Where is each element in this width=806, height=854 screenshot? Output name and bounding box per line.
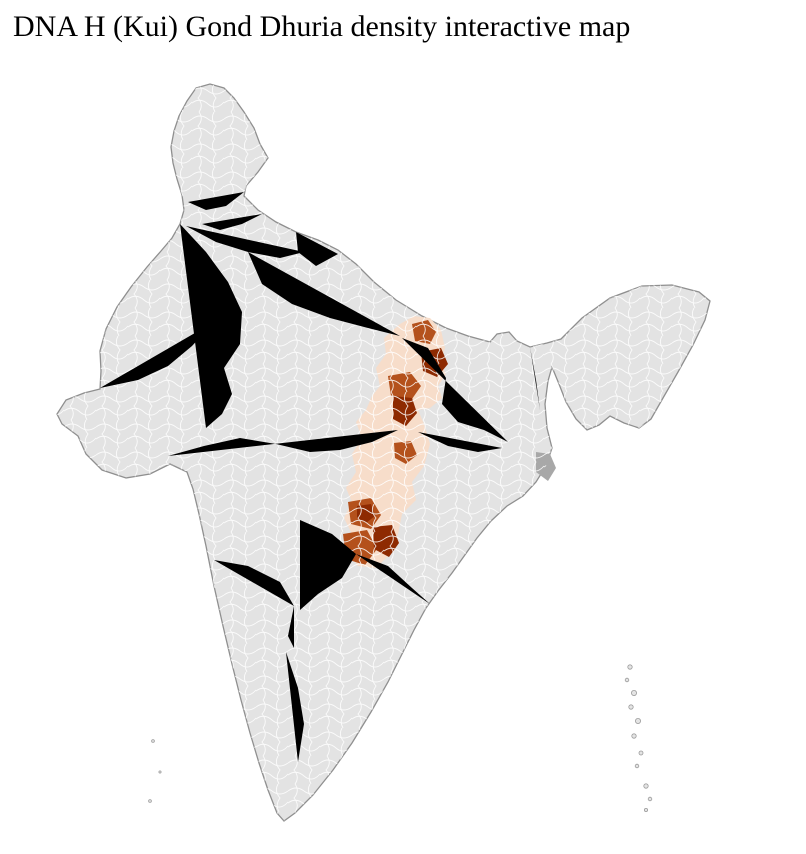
island-dot xyxy=(647,796,653,802)
island-dot xyxy=(628,704,634,710)
island-dot xyxy=(638,750,644,756)
island-dot xyxy=(644,808,649,813)
district-boundaries-mesh xyxy=(57,84,710,821)
island-dot xyxy=(624,677,630,683)
island-dot xyxy=(643,783,649,789)
island-dot xyxy=(631,733,637,739)
island-dot xyxy=(627,664,633,670)
state-border-line xyxy=(214,560,294,606)
state-border-line xyxy=(300,520,356,610)
island-dot xyxy=(631,690,638,697)
state-border-line xyxy=(286,652,304,762)
state-border-line xyxy=(186,226,304,258)
island-dot xyxy=(634,763,640,769)
state-border-line xyxy=(168,430,398,456)
state-border-line xyxy=(530,347,540,410)
state-border-line xyxy=(188,192,244,210)
island-dot xyxy=(635,718,642,725)
state-border-line xyxy=(418,432,502,452)
lakshadweep-islets xyxy=(148,739,162,803)
islet-dot xyxy=(148,799,152,803)
islet-dot xyxy=(158,770,162,774)
state-border-line xyxy=(100,308,238,388)
state-border-line xyxy=(180,224,242,428)
state-border-line xyxy=(288,606,294,648)
andaman-nicobar-islands[interactable] xyxy=(624,664,653,813)
state-border-line xyxy=(296,232,338,266)
state-borders xyxy=(100,192,540,762)
state-border-line xyxy=(202,214,262,230)
page-title: DNA H (Kui) Gond Dhuria density interact… xyxy=(13,10,631,43)
state-border-line xyxy=(356,554,430,604)
state-border-line xyxy=(248,252,400,336)
state-border-line xyxy=(402,338,508,442)
islet-dot xyxy=(151,739,155,743)
